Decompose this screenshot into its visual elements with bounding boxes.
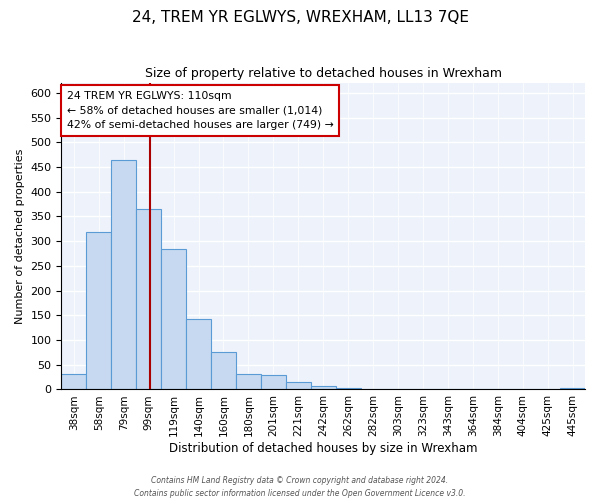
X-axis label: Distribution of detached houses by size in Wrexham: Distribution of detached houses by size … (169, 442, 478, 455)
Y-axis label: Number of detached properties: Number of detached properties (15, 148, 25, 324)
Bar (311, 386, 335, 390)
Bar (186, 320, 211, 390)
Bar (61, 374, 86, 390)
Bar (335, 388, 361, 390)
Bar (236, 374, 261, 390)
Bar (286, 382, 311, 390)
Text: Contains HM Land Registry data © Crown copyright and database right 2024.
Contai: Contains HM Land Registry data © Crown c… (134, 476, 466, 498)
Bar (161, 248, 186, 390)
Text: 24, TREM YR EGLWYS, WREXHAM, LL13 7QE: 24, TREM YR EGLWYS, WREXHAM, LL13 7QE (131, 10, 469, 25)
Text: 24 TREM YR EGLWYS: 110sqm
← 58% of detached houses are smaller (1,014)
42% of se: 24 TREM YR EGLWYS: 110sqm ← 58% of detac… (67, 90, 334, 130)
Bar (560, 388, 585, 390)
Bar (111, 160, 136, 390)
Title: Size of property relative to detached houses in Wrexham: Size of property relative to detached ho… (145, 68, 502, 80)
Bar (261, 375, 286, 390)
Bar (136, 209, 161, 390)
Bar (211, 352, 236, 390)
Bar (86, 232, 111, 390)
